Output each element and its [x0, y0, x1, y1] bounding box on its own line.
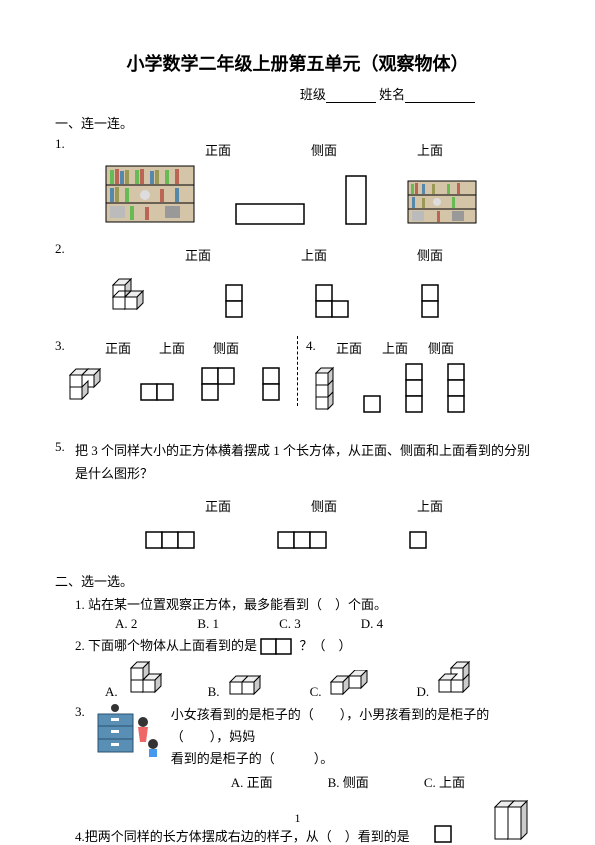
- tall-rect: [345, 175, 367, 225]
- rect-3h: [277, 531, 329, 551]
- opt-a[interactable]: A.: [105, 660, 168, 700]
- q5-num: 5.: [55, 439, 75, 455]
- label: 上面: [159, 338, 185, 357]
- cubes-icon: [434, 660, 479, 700]
- cubes-3d-icon: [65, 363, 115, 403]
- label: 侧面: [428, 338, 454, 357]
- opt-c[interactable]: C. 3: [279, 616, 301, 632]
- s2-q1: 1. 站在某一位置观察正方体，最多能看到（ ）个面。 A. 2 B. 1 C. …: [55, 594, 540, 632]
- page-title: 小学数学二年级上册第五单元（观察物体）: [55, 50, 540, 76]
- q3-shapes: [55, 363, 289, 403]
- opt-c[interactable]: C. 上面: [424, 772, 465, 791]
- l-shape-mirror: [201, 367, 237, 403]
- q1: 1. 正面 侧面 上面: [55, 136, 540, 239]
- label: 上面: [382, 338, 408, 357]
- q-num: 4.: [75, 829, 85, 845]
- q3-num: 3.: [55, 338, 75, 354]
- name-label: 姓名: [379, 87, 405, 102]
- q5-shapes: [75, 531, 540, 551]
- label: 侧面: [417, 245, 443, 264]
- q2-shapes: [75, 270, 540, 320]
- rect-2h: [140, 383, 176, 403]
- q5-text: 把 3 个同样大小的正方体横着摆成 1 个长方体，从正面、侧面和上面看到的分别是…: [75, 439, 540, 486]
- section1-heading: 一、连一连。: [55, 113, 540, 132]
- rect-2v: [225, 284, 245, 320]
- q2-labels: 正面 上面 侧面: [75, 245, 540, 264]
- header-fields: 班级 姓名: [55, 84, 540, 103]
- q-num: 3.: [75, 704, 85, 720]
- q3-q4-row: 3. 正面 上面 侧面: [55, 336, 540, 429]
- cubes-icon: [123, 660, 168, 700]
- cabinet-scene-icon: [93, 704, 163, 759]
- label: 正面: [105, 338, 131, 357]
- name-blank[interactable]: [405, 88, 475, 103]
- opt-b[interactable]: B. 1: [197, 616, 219, 632]
- class-label: 班级: [300, 87, 326, 102]
- label: 正面: [336, 338, 362, 357]
- q1-labels: 正面 侧面 上面: [75, 140, 540, 159]
- label: 上面: [301, 245, 327, 264]
- label: 侧面: [311, 496, 337, 515]
- q3-text2: 看到的是柜子的（ ）。: [171, 748, 540, 770]
- label-front: 正面: [205, 140, 231, 159]
- cuboids-icon: [490, 795, 540, 845]
- q-text-b: ？（ ）: [300, 638, 352, 653]
- q1-num: 1.: [55, 136, 75, 152]
- bookshelf-icon: [105, 165, 195, 225]
- q3-text1: 小女孩看到的是柜子的（ ），小男孩看到的是柜子的（ ），妈妈: [171, 704, 540, 748]
- rect-3v: [447, 363, 467, 415]
- q-num: 2.: [75, 638, 85, 653]
- rect-3v: [405, 363, 425, 415]
- q4-num: 4.: [306, 338, 326, 354]
- label: 上面: [417, 496, 443, 515]
- target-shape: [260, 638, 296, 656]
- q4-shapes: [306, 363, 540, 415]
- rect-3h: [145, 531, 197, 551]
- square: [409, 531, 429, 551]
- opt-a[interactable]: A. 2: [115, 616, 137, 632]
- q5: 5. 把 3 个同样大小的正方体横着摆成 1 个长方体，从正面、侧面和上面看到的…: [55, 439, 540, 565]
- label: 侧面: [213, 338, 239, 357]
- square: [363, 395, 383, 415]
- cubes-icon: [326, 670, 376, 700]
- section2-heading: 二、选一选。: [55, 571, 540, 590]
- page-number: 1: [295, 811, 301, 826]
- s2-q3: 3. 小女孩看到的是柜子的（ ），小男孩看到的是柜子的（ ），妈妈 看到的是柜子…: [55, 704, 540, 791]
- wide-rect: [235, 203, 305, 225]
- label: 正面: [185, 245, 211, 264]
- worksheet-page: 小学数学二年级上册第五单元（观察物体） 班级 姓名 一、连一连。 1. 正面 侧…: [0, 0, 595, 842]
- s2-q2: 2. 下面哪个物体从上面看到的是 ？（ ） A.: [55, 635, 540, 700]
- q5-labels: 正面 侧面 上面: [75, 496, 540, 515]
- square: [434, 825, 454, 845]
- bookshelf-small-icon: [407, 180, 477, 225]
- opt-c[interactable]: C.: [310, 670, 377, 700]
- opt-d[interactable]: D. 4: [361, 616, 383, 632]
- rect-2v: [421, 284, 441, 320]
- q4-text: 把两个同样的长方体摆成右边的样子，从（ ）看到的是: [85, 826, 428, 845]
- opt-b[interactable]: B. 侧面: [328, 772, 369, 791]
- q2: 2. 正面 上面 侧面: [55, 241, 540, 334]
- l-shape: [315, 284, 351, 320]
- q-num: 1.: [75, 597, 85, 612]
- divider: [297, 336, 298, 406]
- class-blank[interactable]: [326, 88, 376, 103]
- rect-2v: [262, 367, 282, 403]
- q2-num: 2.: [55, 241, 75, 257]
- cubes-3v-icon: [311, 365, 341, 415]
- opt-b[interactable]: B.: [208, 670, 270, 700]
- q-text-a: 下面哪个物体从上面看到的是: [88, 638, 257, 653]
- q1-shapes: [75, 165, 540, 225]
- label-side: 侧面: [311, 140, 337, 159]
- label: 正面: [205, 496, 231, 515]
- opt-a[interactable]: A. 正面: [231, 772, 273, 791]
- opt-d[interactable]: D.: [416, 660, 479, 700]
- q-text: 站在某一位置观察正方体，最多能看到（ ）个面。: [88, 597, 387, 612]
- q2-options: A. B.: [75, 660, 540, 700]
- q1-options: A. 2 B. 1 C. 3 D. 4: [75, 616, 540, 632]
- cubes-3d-icon: [105, 270, 155, 320]
- cubes-icon: [225, 670, 270, 700]
- label-top: 上面: [417, 140, 443, 159]
